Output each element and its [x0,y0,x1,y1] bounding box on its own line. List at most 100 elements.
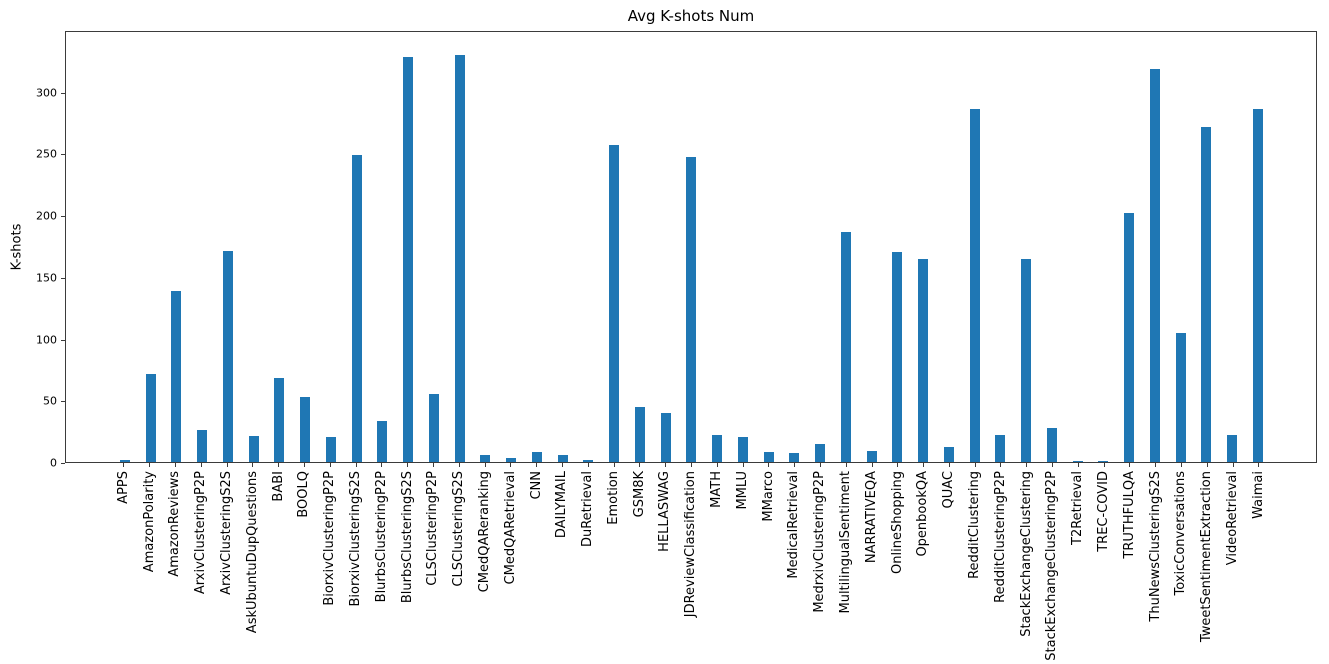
x-tick-label: BlurbsClusteringS2S [399,471,415,604]
x-tick-cell [1014,463,1040,467]
x-tick-label: ToxicConversations [1173,471,1189,596]
x-tick-label: ArxivClusteringP2P [193,471,209,595]
bar-slot [730,32,756,462]
x-label-cell: StackExchangeClusteringP2P [1040,471,1066,661]
x-tick-mark [484,463,486,467]
x-tick-label: JDReviewClassification [683,471,699,618]
bar-slot [807,32,833,462]
x-tick-mark [639,463,641,467]
bar-slot [241,32,267,462]
bar [763,452,774,462]
x-label-cell: CNN [524,471,550,661]
x-label-cell: MultilingualSentiment [833,471,859,661]
x-tick-label: AmazonPolarity [141,471,157,573]
x-label-cell: VideoRetrieval [1220,471,1246,661]
y-axis-label: K-shots [9,223,25,271]
x-tick-mark [613,463,615,467]
x-tick-cell [756,463,782,467]
bar-slot [782,32,808,462]
x-tick-label: MMLU [734,471,750,510]
x-tick-mark [278,463,280,467]
x-tick-mark [587,463,589,467]
bar [248,436,259,462]
x-label-cell: T2Retrieval [1065,471,1091,661]
x-tick-label: OnlineShopping [889,471,905,574]
x-tick-label: MedicalRetrieval [786,471,802,579]
bar-slot [653,32,679,462]
bar-slot [370,32,396,462]
bar-slot [756,32,782,462]
x-label-cell: ThuNewsClusteringS2S [1143,471,1169,661]
x-tick-mark [536,463,538,467]
x-tick-mark [716,463,718,467]
x-label-cell: CLSClusteringP2P [421,471,447,661]
x-tick-mark [1077,463,1079,467]
x-tick-label: BiorxivClusteringP2P [322,471,338,606]
x-tick-label: AskUbuntuDupQuestions [244,471,260,634]
x-label-cell: GSM8K [627,471,653,661]
x-label-cell: MedrxivClusteringP2P [808,471,834,661]
bar-slot [679,32,705,462]
bar-slot [576,32,602,462]
x-tick-mark [819,463,821,467]
bar [1175,333,1186,462]
bar-slot [473,32,499,462]
x-tick-cell [1091,463,1117,467]
x-label-cell: CLSClusteringS2S [446,471,472,661]
x-tick-cell [1117,463,1143,467]
bar [969,109,980,462]
x-tick-label: HELLASWAG [657,471,673,552]
x-label-cell: DuRetrieval [575,471,601,661]
x-tick-cell [292,463,318,467]
x-tick-cell [1169,463,1195,467]
bar-slot [1116,32,1142,462]
x-tick-mark [1129,463,1131,467]
y-tick-label: 300 [36,86,57,100]
x-tick-label: StackExchangeClustering [1018,471,1034,637]
bar [583,459,594,462]
x-tick-label: ThuNewsClusteringS2S [1147,471,1163,622]
bar [815,443,826,462]
x-tick-cell [885,463,911,467]
bar-slot [1219,32,1245,462]
x-tick-label: StackExchangeClusteringP2P [1044,471,1060,661]
bar [943,447,954,462]
x-tick-mark [226,463,228,467]
x-label-cell: StackExchangeClustering [1014,471,1040,661]
chart-title: Avg K-shots Num [627,7,755,25]
bar-slot [267,32,293,462]
bar-slot [318,32,344,462]
x-tick-cell [1040,463,1066,467]
y-tick-mark [61,401,65,403]
x-tick-mark [1155,463,1157,467]
bar [480,454,491,462]
bar [737,437,748,462]
bar [531,452,542,462]
x-tick-mark [1181,463,1183,467]
x-tick-label: GSM8K [631,471,647,518]
x-tick-cell [446,463,472,467]
bar [351,154,362,462]
x-tick-cell [575,463,601,467]
x-label-cell: OpenbookQA [911,471,937,661]
bar-slot [395,32,421,462]
x-tick-cell [627,463,653,467]
x-tick-cell [1065,463,1091,467]
x-tick-cell [1194,463,1220,467]
x-tick-cell [704,463,730,467]
x-tick-mark [871,463,873,467]
x-tick-cell [214,463,240,467]
x-tick-cell [369,463,395,467]
bar [1201,126,1212,462]
bar [222,250,233,462]
x-tick-label: BiorxivClusteringS2S [347,471,363,607]
x-tick-label: APPS [115,471,131,504]
x-tick-cell [962,463,988,467]
x-tick-cell [601,463,627,467]
x-tick-label: DAILYMAIL [554,471,570,539]
x-tick-cell [317,463,343,467]
bar [454,55,465,462]
bar-slot [1039,32,1065,462]
x-tick-cell [524,463,550,467]
